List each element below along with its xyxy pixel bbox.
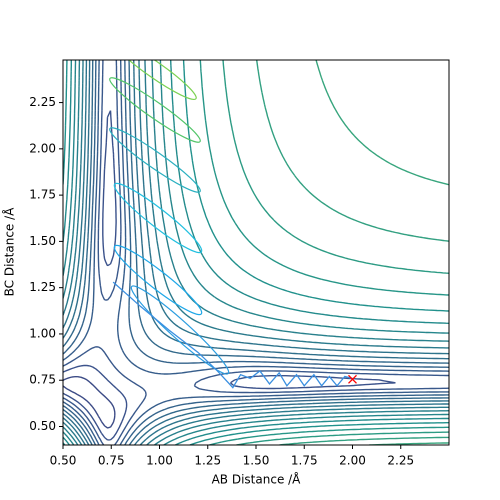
contour-set — [63, 60, 449, 445]
y-tick-label: 1.25 — [29, 280, 56, 294]
loop — [113, 244, 203, 316]
x-tick-label: 1.25 — [194, 454, 221, 468]
x-tick-label: 1.50 — [243, 454, 270, 468]
contour-line — [63, 60, 449, 445]
x-tick-label: 1.00 — [146, 454, 173, 468]
loop — [113, 182, 203, 254]
contour-line — [63, 60, 449, 445]
trajectory — [112, 281, 353, 389]
contour-line — [315, 60, 449, 445]
contour-line — [63, 376, 116, 429]
x-tick-label: 2.00 — [339, 454, 366, 468]
y-axis-label: BC Distance /Å — [2, 207, 17, 297]
contour-line — [63, 60, 449, 445]
loop — [109, 77, 201, 143]
y-tick-label: 2.25 — [29, 95, 56, 109]
y-tick-label: 2.00 — [29, 141, 56, 155]
contour-line — [63, 60, 449, 445]
x-tick-label: 2.25 — [387, 454, 414, 468]
x-tick-label: 1.75 — [291, 454, 318, 468]
contour-line — [63, 60, 449, 445]
loop — [109, 127, 201, 193]
loop — [113, 60, 197, 101]
contour-line — [63, 60, 449, 445]
y-tick-label: 0.75 — [29, 373, 56, 387]
x-tick-label: 0.50 — [50, 454, 77, 468]
x-tick-label: 0.75 — [98, 454, 125, 468]
y-tick-label: 1.75 — [29, 188, 56, 202]
contour-line — [63, 60, 449, 445]
loop — [130, 285, 230, 375]
y-tick-label: 1.50 — [29, 234, 56, 248]
contour-line — [63, 60, 449, 445]
y-tick-label: 0.50 — [29, 419, 56, 433]
plot-frame — [62, 59, 450, 446]
contour-line — [222, 60, 449, 445]
ellipse-decor — [109, 60, 230, 375]
contour-line — [63, 60, 449, 445]
contour-line — [63, 110, 396, 441]
contour-line — [63, 60, 449, 445]
y-tick-label: 1.00 — [29, 326, 56, 340]
contour-line — [256, 60, 449, 445]
end-marker — [348, 374, 357, 384]
x-axis-label: AB Distance /Å — [212, 472, 302, 487]
